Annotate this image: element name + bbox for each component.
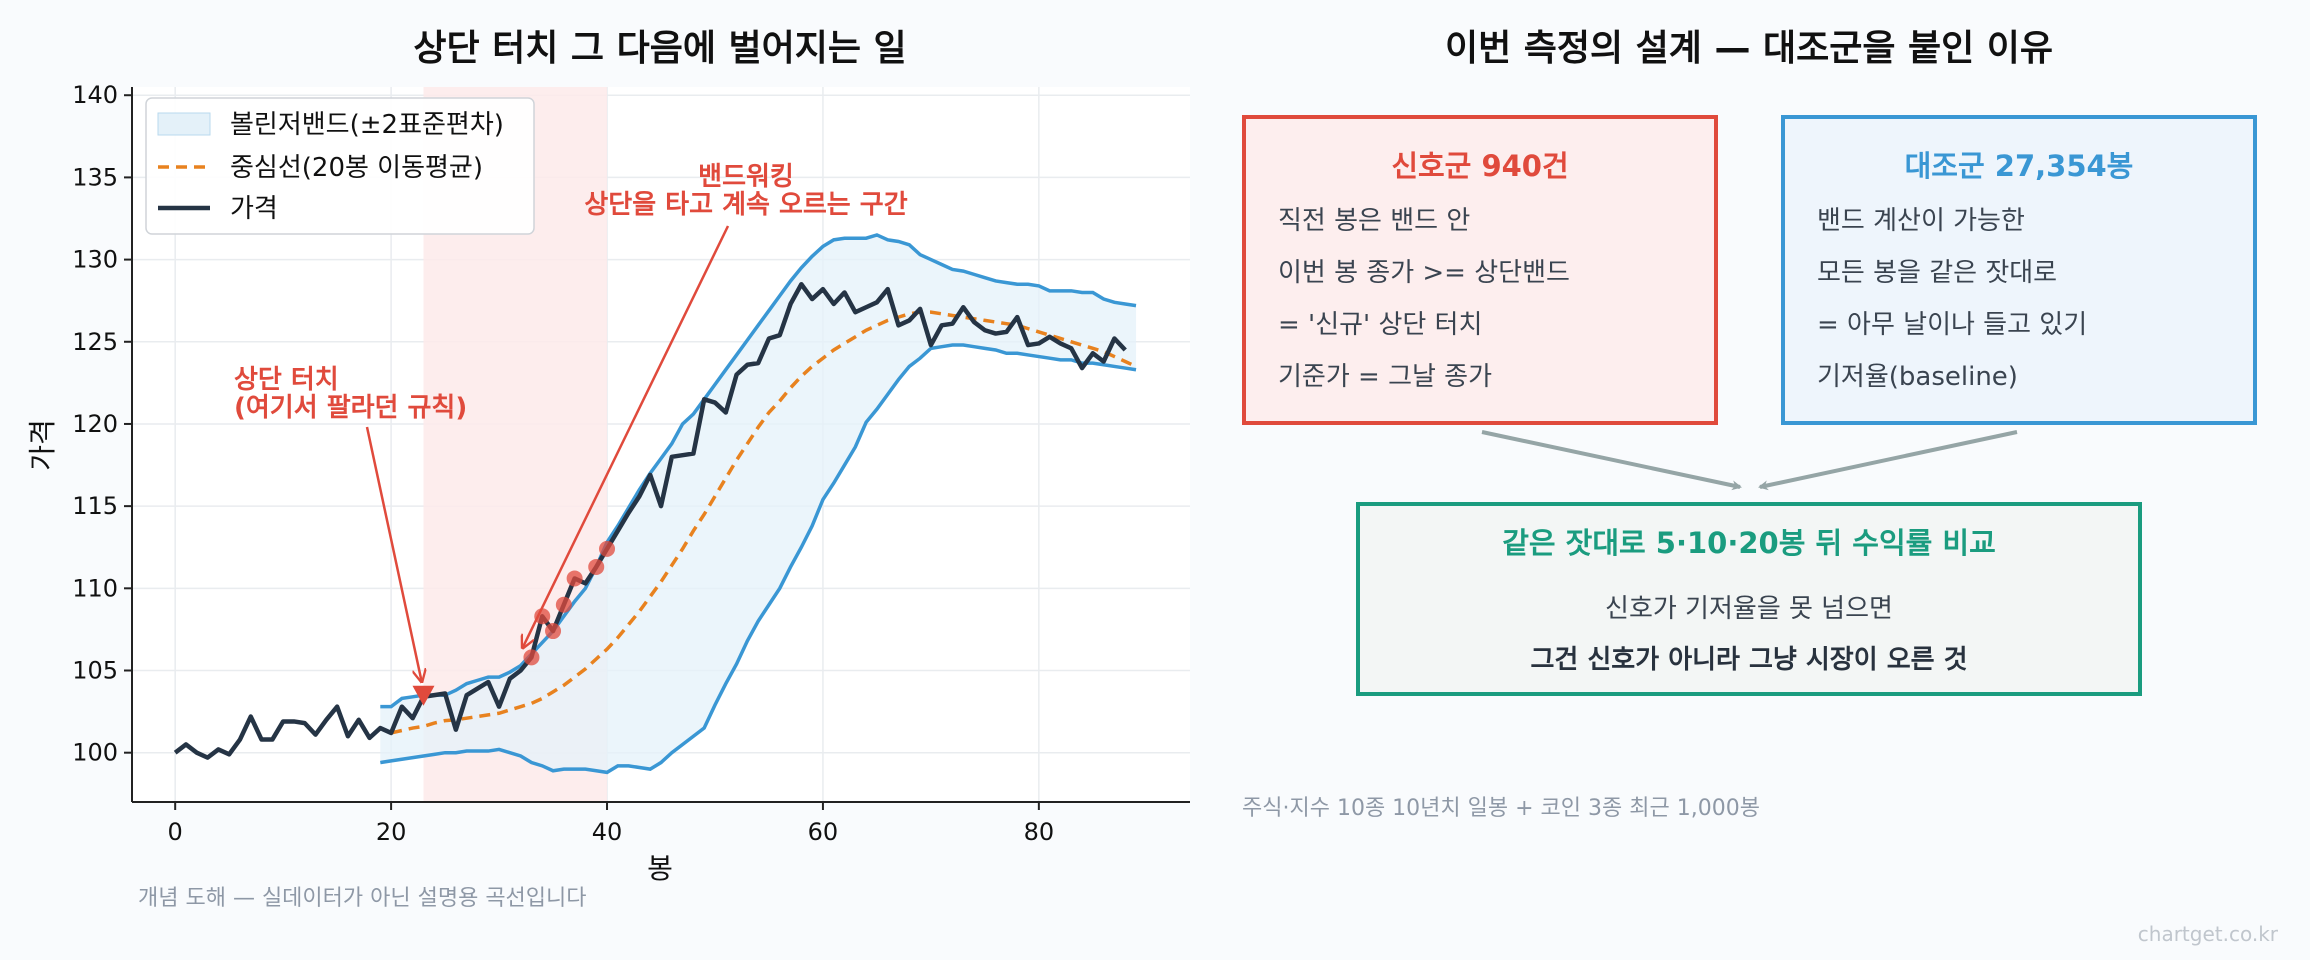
diagram-title: 이번 측정의 설계 — 대조군을 붙인 이유 (1445, 28, 2053, 69)
x-tick-label: 80 (1024, 818, 1055, 846)
control-group-title: 대조군 27,354봉 (1904, 149, 2134, 183)
y-tick-label: 135 (72, 163, 118, 191)
walk-annotation-line1: 밴드워킹 (698, 162, 794, 192)
band-upper-line (380, 233, 1137, 709)
y-tick-label: 115 (72, 492, 118, 520)
touch-annotation-line1: 상단 터치 (234, 365, 339, 395)
signal-line: 기준가 = 그날 종가 (1278, 362, 1493, 392)
diagram-footnote: 주식·지수 10종 10년치 일봉 + 코인 3종 최근 1,000봉 (1242, 796, 1760, 821)
legend: 볼린저밴드(±2표준편차) 중심선(20봉 이동평균) 가격 (145, 97, 535, 235)
legend-label-mid: 중심선(20봉 이동평균) (230, 153, 483, 183)
touch-point (599, 540, 616, 557)
touch-point (566, 570, 583, 587)
band-lower-line (380, 343, 1137, 775)
signal-group-box: 신호군 940건 직전 봉은 밴드 안 이번 봉 종가 >= 상단밴드 = '신… (1242, 115, 1718, 425)
x-axis-label: 봉 (647, 852, 673, 885)
comparison-title: 같은 잣대로 5·10·20봉 뒤 수익률 비교 (1502, 526, 1996, 560)
x-tick-label: 60 (808, 818, 839, 846)
legend-frame (145, 97, 535, 235)
control-group-box: 대조군 27,354봉 밴드 계산이 가능한 모든 봉을 같은 잣대로 = 아무… (1781, 115, 2257, 425)
caption-left: 개념 도해 — 실데이터가 아닌 설명용 곡선입니다 (138, 886, 587, 911)
signal-group-title: 신호군 940건 (1391, 149, 1569, 183)
x-tick-label: 20 (376, 818, 407, 846)
signal-line: 직전 봉은 밴드 안 (1278, 206, 1471, 236)
band-fill (380, 234, 1137, 773)
y-tick-label: 140 (72, 81, 118, 109)
control-line: 모든 봉을 같은 잣대로 (1817, 258, 2058, 288)
arrow-from-control (1758, 430, 2018, 491)
walk-annotation-line2: 상단을 타고 계속 오르는 구간 (584, 190, 907, 220)
watermark: chartget.co.kr (2138, 922, 2279, 946)
legend-label-price: 가격 (230, 194, 278, 224)
y-tick-label: 125 (72, 328, 118, 356)
walk-annotation-arrow (523, 225, 730, 647)
comparison-line-1: 신호가 기저율을 못 넘으면 (1605, 594, 1893, 624)
signal-line: = '신규' 상단 터치 (1278, 310, 1483, 340)
comparison-line-2: 그건 신호가 아니라 그냥 시장이 오른 것 (1530, 645, 1968, 675)
touch-point (534, 608, 551, 625)
y-tick-label: 110 (72, 574, 118, 602)
control-line: = 아무 날이나 들고 있기 (1817, 310, 2088, 340)
touch-annotation-arrow (365, 426, 421, 681)
y-tick-label: 105 (72, 657, 118, 685)
signal-line: 이번 봉 종가 >= 상단밴드 (1278, 258, 1570, 288)
y-tick-label: 100 (72, 739, 118, 767)
legend-label-band: 볼린저밴드(±2표준편차) (230, 110, 504, 140)
y-tick-label: 120 (72, 410, 118, 438)
y-tick-label: 130 (72, 246, 118, 274)
first-touch-marker (412, 685, 435, 706)
touch-annotation-line2: (여기서 팔라던 규칙) (234, 393, 467, 423)
touch-point (545, 623, 562, 640)
price-line (173, 281, 1127, 760)
arrow-from-signal (1481, 430, 1742, 491)
touch-point (523, 649, 540, 666)
touch-point (555, 596, 572, 613)
x-tick-label: 0 (168, 818, 183, 846)
comparison-box: 같은 잣대로 5·10·20봉 뒤 수익률 비교 신호가 기저율을 못 넘으면 … (1356, 502, 2142, 696)
control-line: 기저율(baseline) (1817, 362, 2018, 392)
chart-title: 상단 터치 그 다음에 벌어지는 일 (413, 28, 906, 69)
y-axis-label: 가격 (26, 419, 59, 471)
legend-swatch-band (157, 112, 211, 136)
touch-point (588, 558, 605, 575)
bollinger-chart: 상단 터치 그 다음에 벌어지는 일 0 20 40 60 80 100 105 110 115… (26, 28, 1190, 911)
x-tick-label: 40 (592, 818, 623, 846)
control-line: 밴드 계산이 가능한 (1817, 206, 2025, 236)
